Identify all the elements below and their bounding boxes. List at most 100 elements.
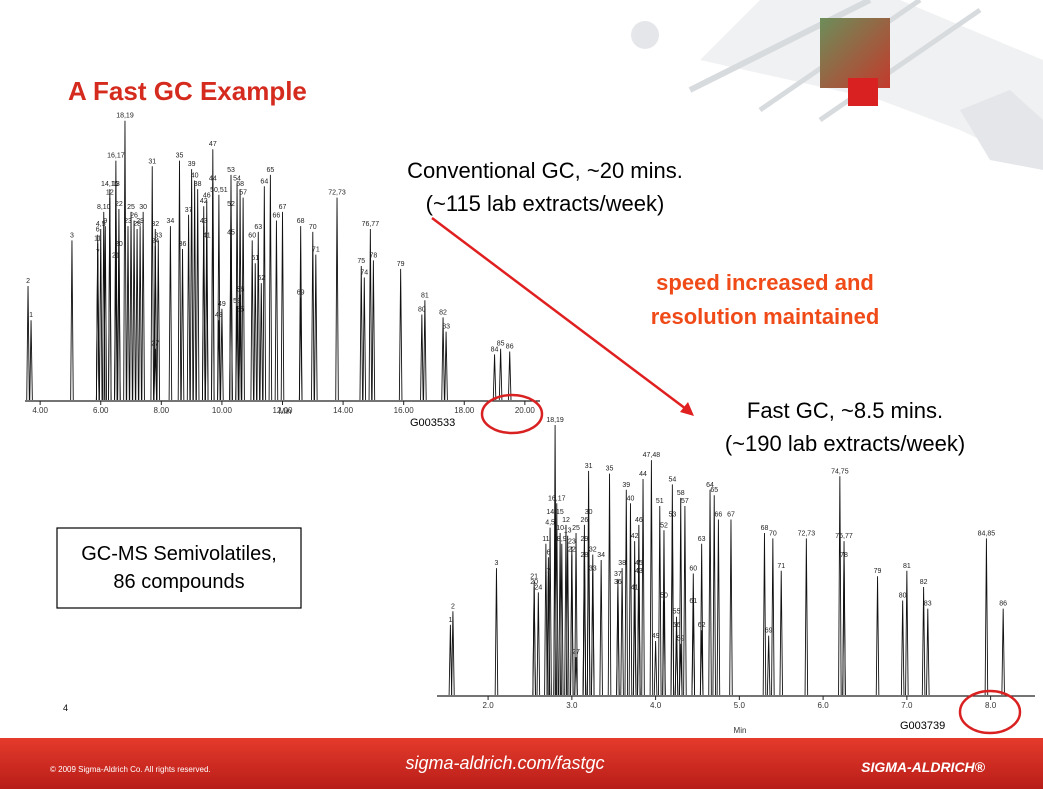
peak-label: 69 — [297, 289, 305, 296]
peak-label: 80 — [899, 593, 907, 600]
peak-label: 79 — [874, 568, 882, 575]
caption: (~190 lab extracts/week) — [725, 431, 965, 456]
peak — [699, 543, 704, 696]
peak-label: 56 — [236, 287, 244, 294]
peak-label: 82 — [439, 309, 447, 316]
sample-text: 86 compounds — [113, 571, 244, 593]
peak — [804, 538, 809, 696]
peak — [141, 211, 145, 401]
peak-label: 25 — [572, 525, 580, 532]
peak — [420, 314, 424, 401]
peak-label: 54 — [233, 175, 241, 182]
peak — [274, 220, 279, 401]
peak — [762, 532, 767, 696]
peak-label: 28 — [133, 221, 141, 228]
peak — [691, 605, 696, 696]
peak — [900, 600, 905, 696]
peak — [984, 538, 989, 696]
peak-label: 47,48 — [643, 452, 661, 459]
chart-code: G003533 — [410, 417, 455, 429]
peak — [153, 228, 158, 401]
peak — [779, 570, 783, 696]
peak-label: 42 — [200, 198, 208, 205]
peak-label: 48 — [215, 312, 223, 319]
peak-label: 3 — [495, 560, 499, 567]
peak-label: 16,17 — [107, 153, 125, 160]
peak-label: 57 — [681, 498, 689, 505]
caption: (~115 lab extracts/week) — [426, 191, 665, 216]
peak-label: 68 — [761, 525, 769, 532]
peak — [135, 228, 139, 401]
peak — [259, 283, 264, 401]
peak-label: 60 — [248, 232, 256, 239]
peak — [368, 228, 373, 401]
x-tick-label: 8.0 — [985, 701, 997, 710]
peak-label: 2 — [26, 278, 30, 285]
peak — [235, 305, 239, 401]
peak-label: 21 — [530, 574, 538, 581]
peak-label: 76,77 — [362, 221, 380, 228]
peak-label: 38 — [618, 560, 626, 567]
peak — [838, 476, 842, 696]
peak — [716, 519, 721, 696]
peak-label: 39 — [622, 482, 630, 489]
peak — [114, 260, 118, 401]
peak — [256, 231, 261, 401]
peak — [637, 524, 641, 696]
peak-label: 39 — [188, 161, 196, 168]
annotation: speed increased and — [656, 270, 874, 295]
arrow-head — [680, 402, 694, 416]
peak — [262, 186, 267, 401]
peak — [628, 503, 633, 696]
peak-label: 13 — [564, 528, 572, 535]
peak — [492, 354, 497, 401]
page-number: 4 — [63, 703, 68, 713]
peak-label: 7 — [546, 568, 550, 575]
peak — [177, 160, 182, 401]
x-axis-label: Min — [734, 726, 747, 735]
peak-label: 46 — [635, 517, 643, 524]
peak — [123, 120, 127, 401]
peak — [186, 214, 191, 401]
peak — [558, 532, 562, 696]
x-tick-label: 2.0 — [483, 701, 495, 710]
peak-label: 46 — [203, 193, 211, 200]
peak-label: 53 — [227, 167, 235, 174]
peak — [494, 568, 499, 696]
peak-label: 25 — [127, 204, 135, 211]
peak — [311, 231, 315, 401]
peak-label: 40 — [627, 495, 635, 502]
peak-label: 61 — [689, 598, 697, 605]
peak — [448, 624, 453, 696]
highlight-circle — [958, 689, 1022, 735]
peak — [444, 331, 448, 401]
peak — [546, 576, 551, 696]
peak-label: 3 — [70, 232, 74, 239]
peak — [156, 240, 161, 401]
peak-label: 58 — [236, 181, 244, 188]
peak-label: 47 — [209, 141, 217, 148]
peak — [653, 640, 658, 696]
peak — [314, 254, 318, 401]
footer-band — [0, 738, 1043, 789]
peak — [842, 559, 846, 696]
peak — [362, 277, 367, 401]
peak-label: 34 — [597, 552, 605, 559]
peak-label: 1 — [448, 617, 452, 624]
peak-label: 78 — [369, 252, 377, 259]
peak — [423, 300, 427, 401]
peak — [108, 189, 112, 401]
peak — [586, 470, 591, 696]
peak-label: 62 — [698, 622, 706, 629]
peak — [616, 578, 620, 696]
peak — [268, 174, 273, 401]
peak — [70, 240, 74, 401]
peak — [678, 643, 683, 696]
peak-label: 18,19 — [546, 417, 564, 424]
peak — [532, 581, 536, 696]
peak-label: 74 — [360, 269, 368, 276]
peak — [138, 226, 142, 401]
x-tick-label: 12.00 — [272, 406, 293, 415]
